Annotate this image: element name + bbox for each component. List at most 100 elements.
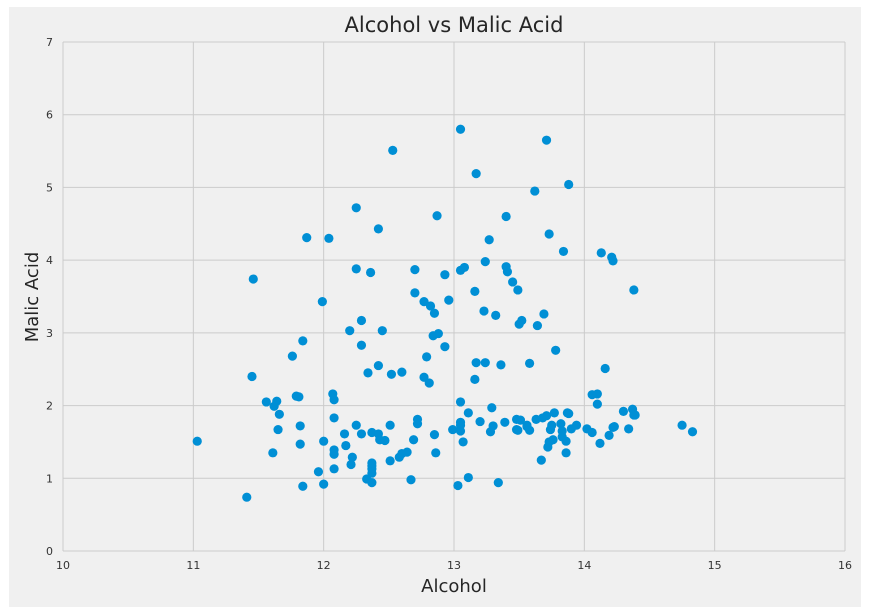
data-point (363, 368, 373, 378)
data-point (346, 459, 356, 470)
data-point (313, 467, 324, 477)
y-tick-label: 2 (46, 400, 53, 413)
data-point (397, 367, 407, 377)
data-point (408, 435, 419, 445)
data-point (367, 478, 377, 488)
data-point (609, 422, 619, 432)
y-tick-label: 6 (46, 109, 53, 122)
data-point (298, 481, 308, 491)
data-point (294, 392, 304, 402)
x-tick-label: 11 (186, 559, 200, 572)
data-point (432, 211, 442, 221)
data-point (365, 267, 376, 278)
data-point (558, 246, 569, 257)
data-point (587, 427, 597, 438)
data-point (425, 301, 436, 311)
data-point (513, 285, 523, 295)
data-point (319, 479, 329, 489)
data-point (524, 425, 535, 435)
data-point (419, 296, 429, 307)
x-tick-label: 10 (56, 559, 70, 572)
data-point (548, 435, 558, 445)
data-point (356, 315, 367, 326)
data-point (524, 358, 535, 368)
data-point (455, 420, 466, 430)
data-point (380, 435, 390, 446)
data-point (268, 448, 278, 458)
data-point (480, 256, 490, 267)
data-point (629, 285, 639, 295)
data-point (513, 425, 523, 435)
data-point (530, 186, 540, 196)
y-tick-label: 0 (46, 545, 53, 558)
data-point (385, 456, 395, 466)
x-axis-label: Alcohol (421, 576, 487, 597)
data-point (388, 145, 398, 155)
data-point (484, 235, 494, 245)
data-point (595, 438, 605, 448)
data-point (248, 274, 258, 284)
data-point (532, 320, 543, 331)
data-point (302, 233, 312, 243)
data-point (406, 475, 416, 485)
data-point (347, 452, 357, 462)
data-point (515, 415, 526, 425)
x-tick-label: 15 (708, 559, 722, 572)
data-point (541, 411, 552, 421)
data-point (556, 419, 566, 429)
data-point (329, 449, 339, 459)
data-point (571, 420, 582, 430)
data-point (618, 406, 629, 416)
data-point (329, 464, 339, 474)
data-point (561, 436, 571, 446)
data-point (564, 408, 574, 419)
data-point (557, 426, 567, 436)
data-point (463, 408, 473, 418)
data-point (517, 315, 527, 326)
data-point (373, 224, 384, 234)
data-point (502, 267, 513, 277)
data-point (592, 399, 602, 409)
data-point (475, 416, 485, 427)
data-point (351, 203, 361, 213)
x-tick-label: 13 (447, 559, 461, 572)
data-point (247, 371, 257, 382)
data-point (317, 296, 327, 307)
data-point (592, 389, 602, 399)
data-point (561, 448, 571, 458)
data-point (459, 262, 470, 273)
y-axis-label: Malic Acid (22, 252, 43, 343)
data-point (274, 409, 284, 419)
data-point (431, 448, 441, 458)
data-point (298, 336, 308, 346)
data-point (429, 430, 440, 440)
data-point (541, 135, 552, 145)
data-point (508, 277, 518, 287)
y-tick-label: 7 (46, 36, 53, 49)
grid-lines (62, 41, 846, 552)
data-point (491, 310, 501, 321)
data-point (324, 233, 334, 243)
data-point (367, 458, 377, 468)
x-tick-label: 12 (317, 559, 331, 572)
data-point (487, 403, 497, 413)
data-point (496, 360, 506, 370)
data-point (501, 211, 511, 222)
data-point (402, 447, 412, 457)
data-point (295, 421, 305, 431)
data-point (500, 417, 510, 427)
data-point (544, 229, 554, 239)
data-point (410, 288, 420, 298)
data-point (339, 429, 350, 439)
x-tick-label: 14 (577, 559, 591, 572)
data-point (440, 342, 450, 352)
data-point (192, 436, 202, 446)
data-point (493, 478, 503, 488)
data-point (444, 295, 454, 305)
data-point (604, 430, 614, 440)
data-point (356, 429, 367, 439)
data-point (630, 410, 640, 420)
data-point (488, 421, 498, 431)
